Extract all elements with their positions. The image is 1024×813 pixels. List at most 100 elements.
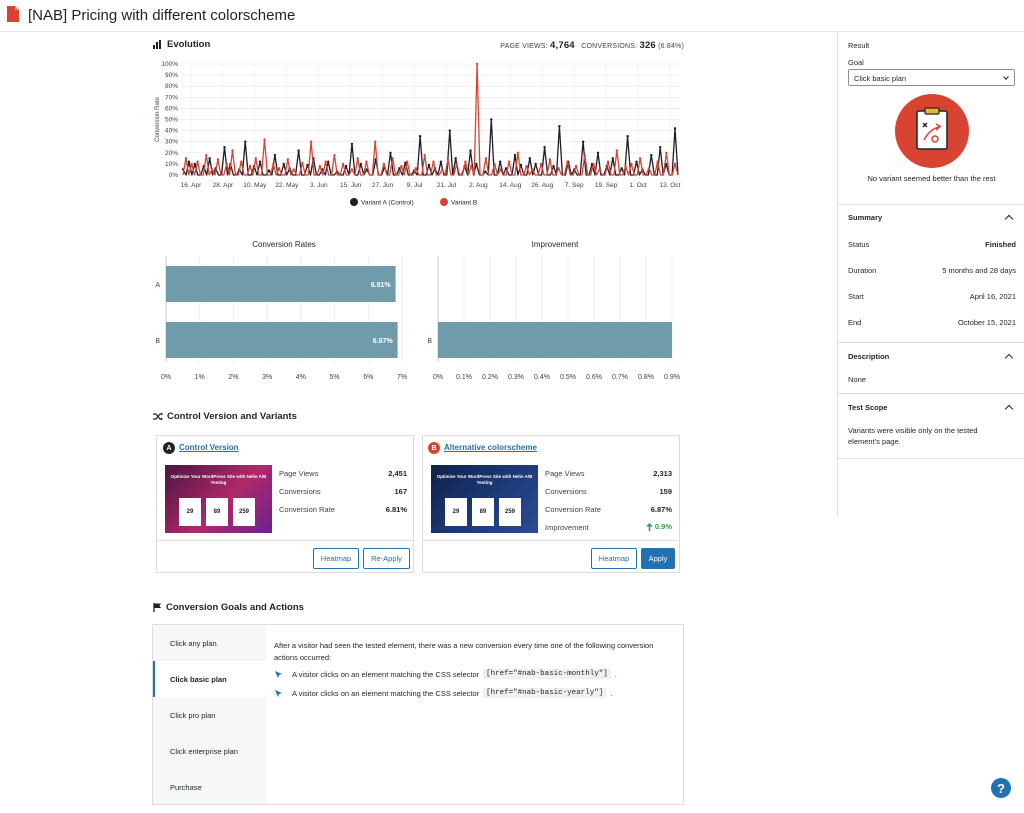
goals-heading: Conversion Goals and Actions (153, 602, 304, 613)
legend-marker (350, 198, 358, 206)
series-point (528, 157, 531, 160)
conversions-value: 326 (639, 40, 656, 51)
evolution-heading: Evolution (153, 39, 210, 50)
x-tick-label: 10. May (243, 182, 267, 189)
series-point (273, 153, 277, 157)
chevron-up-icon[interactable] (1004, 353, 1014, 363)
series-point (470, 164, 473, 168)
chevron-up-icon[interactable] (1004, 214, 1014, 224)
summary-row-start: Start April 16, 2021 (848, 292, 1016, 301)
x-tick-label: 15. Jun (340, 182, 362, 189)
x-tick-label: 3% (262, 374, 272, 381)
series-point (455, 162, 458, 166)
series-point (350, 142, 354, 146)
description-value: None (848, 375, 866, 384)
series-point (216, 158, 220, 161)
variant-b-apply-button[interactable]: Apply (641, 548, 675, 569)
variant-b-metric-label: Page Views (545, 469, 585, 478)
series-point (624, 164, 627, 168)
goal-item-click-enterprise-plan[interactable]: Click enterprise plan (170, 746, 238, 756)
cursor-click-icon (275, 689, 282, 697)
series-point (647, 167, 651, 170)
series-point (498, 160, 502, 163)
goal-item-purchase[interactable]: Purchase (170, 782, 202, 792)
series-point (341, 162, 345, 166)
goal-item-click-basic-plan[interactable]: Click basic plan (153, 661, 266, 697)
series-point (318, 164, 322, 168)
x-tick-label: 2% (228, 374, 238, 381)
x-tick-label: 5% (330, 374, 340, 381)
x-tick-label: 21. Jul (437, 182, 457, 189)
goal-item-click-pro-plan[interactable]: Click pro plan (170, 710, 216, 720)
series-point (414, 167, 418, 170)
series-point (382, 162, 386, 166)
variant-a-heatmap-button[interactable]: Heatmap (313, 548, 359, 569)
conversion-action-text: A visitor clicks on an element matching … (292, 688, 480, 698)
series-point (519, 163, 523, 167)
goals-intro: After a visitor had seen the tested elem… (274, 641, 654, 662)
divider (423, 540, 679, 541)
goal-select[interactable]: Click basic plan (848, 69, 1015, 86)
variant-a-reapply-button[interactable]: Re-Apply (363, 548, 410, 569)
thumb-price-value: 29 (452, 509, 460, 515)
variants-heading-label: Control Version and Variants (167, 411, 297, 422)
series-point (389, 151, 392, 154)
series-point (406, 160, 409, 163)
legend-label: Variant B (451, 200, 477, 207)
y-tick-label: 80% (165, 83, 178, 90)
series-point (513, 153, 517, 157)
variant-a-thumbnail[interactable]: Optimize Your WordPress Site with Nelio … (165, 465, 272, 533)
series-point (581, 140, 585, 143)
divider (157, 540, 413, 541)
series-point (254, 157, 257, 160)
x-tick-label: 27. Jun (372, 182, 394, 189)
goal-select-value: Click basic plan (854, 74, 907, 83)
bar-value-label: 6.81% (371, 282, 392, 289)
series-point (404, 161, 407, 164)
series-point (566, 160, 569, 163)
css-selector-code: [href="#nab-basic-yearly"] (483, 688, 607, 698)
x-tick-label: 28. Apr (213, 182, 234, 189)
no-winner-icon (895, 94, 969, 168)
variant-a-badge: A (163, 442, 175, 454)
description-heading[interactable]: Description (848, 352, 890, 361)
series-point (344, 164, 348, 168)
series-point (543, 146, 546, 149)
page-views-label: PAGE VIEWS: (500, 43, 548, 50)
x-tick-label: 9. Jul (407, 182, 423, 189)
chevron-up-icon[interactable] (1004, 404, 1014, 414)
x-tick-label: 0.4% (534, 374, 550, 381)
series-point (193, 162, 197, 166)
x-tick-label: 1. Oct (629, 182, 647, 189)
scope-heading[interactable]: Test Scope (848, 403, 888, 412)
variant-a-title-link[interactable]: Control Version (179, 443, 239, 452)
variant-a-metric-value: 2,451 (388, 469, 407, 478)
series-point (263, 138, 266, 141)
series-point (673, 162, 677, 166)
variant-b-thumb-title: Optimize Your WordPress Site with Nelio … (436, 474, 533, 485)
y-axis-label: Conversion Rate (155, 96, 161, 141)
variant-b-heatmap-button[interactable]: Heatmap (591, 548, 637, 569)
series-point (282, 162, 285, 166)
x-tick-label: 0.6% (586, 374, 602, 381)
series-point (626, 134, 629, 138)
bar (166, 322, 398, 358)
series-point (309, 140, 313, 143)
category-label: B (155, 338, 160, 345)
series-point (292, 168, 295, 171)
series-point (231, 149, 234, 152)
goal-item-click-any-plan[interactable]: Click any plan (170, 638, 217, 648)
help-button[interactable]: ? (991, 778, 1011, 798)
conversions-pct: (6.84%) (658, 43, 684, 50)
variant-b-thumbnail[interactable]: Optimize Your WordPress Site with Nelio … (431, 465, 538, 533)
summary-label: Start (848, 292, 864, 301)
divider (838, 393, 1024, 394)
summary-heading[interactable]: Summary (848, 213, 883, 222)
x-tick-label: 26. Aug (531, 182, 553, 189)
variant-a-metric-label: Page Views (279, 469, 319, 478)
variant-b-title-link[interactable]: Alternative colorscheme (444, 443, 537, 452)
series-point (205, 153, 208, 157)
series-point (350, 168, 354, 171)
series-point (432, 160, 435, 163)
variant-a-metric-label: Conversions (279, 487, 321, 496)
